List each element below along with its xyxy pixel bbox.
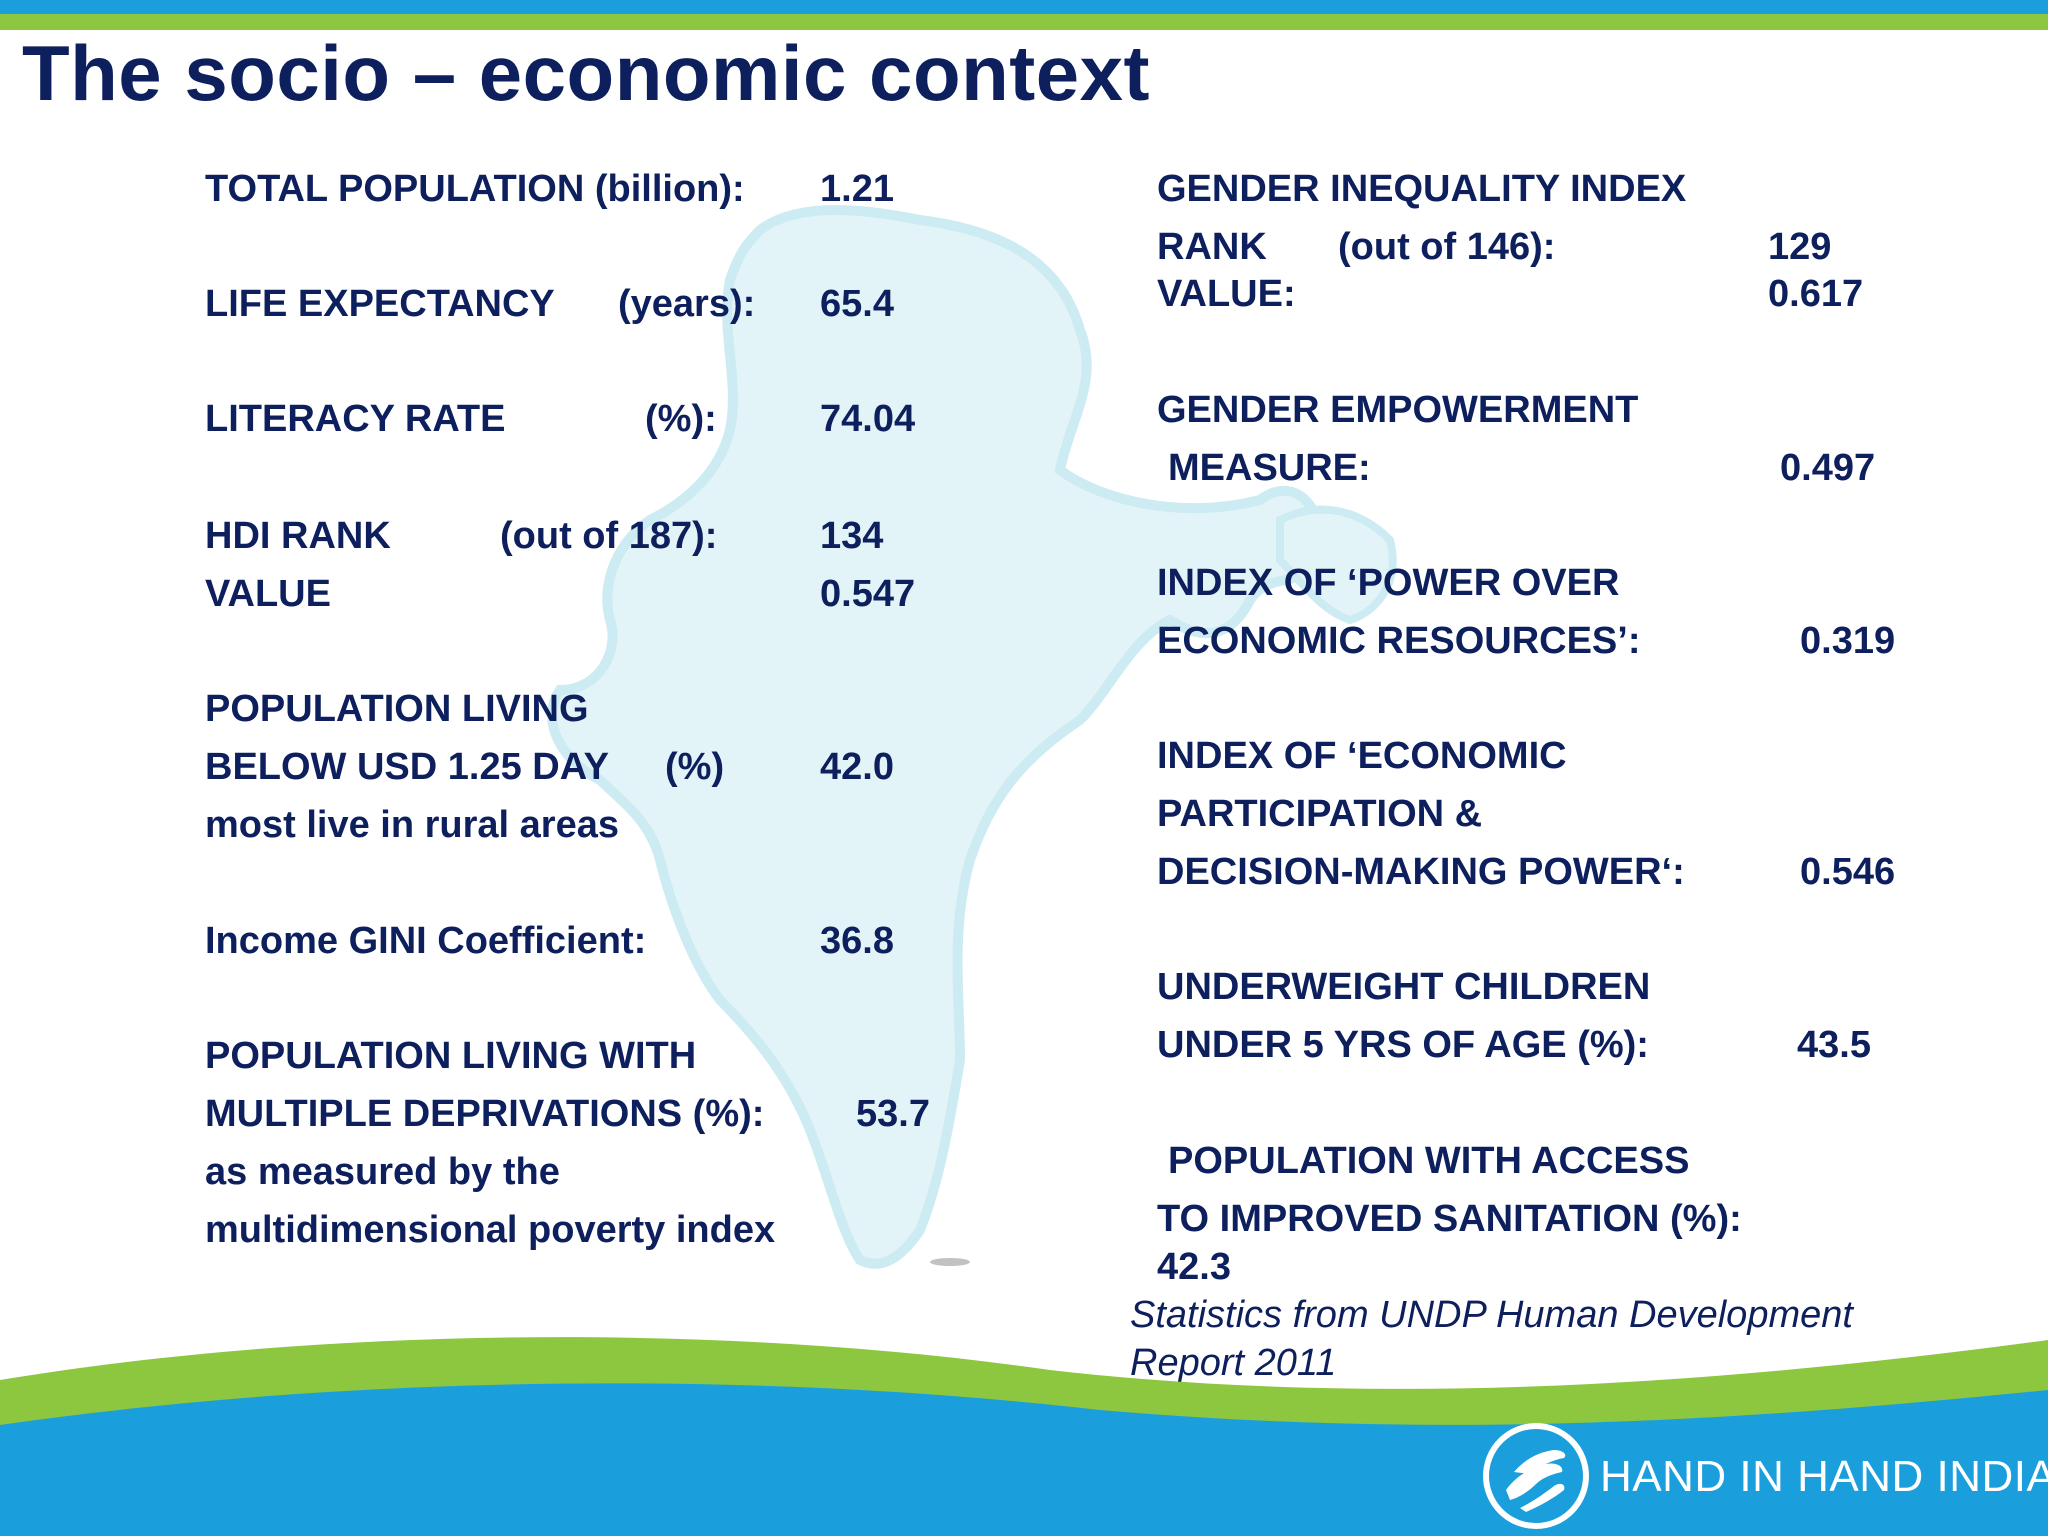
total-population-label: TOTAL POPULATION (billion): bbox=[205, 168, 745, 210]
econ-value: 0.546 bbox=[1800, 851, 1896, 893]
econ-label-line3: DECISION-MAKING POWER‘: bbox=[1157, 851, 1685, 893]
top-color-bar bbox=[0, 0, 2048, 32]
life-expectancy-label: LIFE EXPECTANCY bbox=[205, 283, 555, 325]
power-label-line2: ECONOMIC RESOURCES’: bbox=[1157, 620, 1641, 662]
hdi-rank-label: HDI RANK bbox=[205, 515, 391, 557]
life-expectancy-unit: (years): bbox=[618, 283, 756, 325]
total-population-value: 1.21 bbox=[820, 168, 894, 210]
gini-value: 36.8 bbox=[820, 920, 894, 962]
poverty-value: 42.0 bbox=[820, 746, 894, 788]
poverty-unit: (%) bbox=[665, 746, 725, 788]
gem-label-line2: MEASURE: bbox=[1168, 447, 1371, 489]
econ-label-line2: PARTICIPATION & bbox=[1157, 793, 1483, 835]
poverty-label-line3: most live in rural areas bbox=[205, 804, 619, 846]
gem-label-line1: GENDER EMPOWERMENT bbox=[1157, 389, 1639, 431]
gii-value-label: VALUE: bbox=[1157, 273, 1296, 315]
literacy-rate-value: 74.04 bbox=[820, 398, 916, 440]
gem-value: 0.497 bbox=[1780, 447, 1876, 489]
gii-title: GENDER INEQUALITY INDEX bbox=[1157, 168, 1687, 210]
multi-deprivation-line1: POPULATION LIVING WITH bbox=[205, 1035, 697, 1077]
multi-deprivation-line2: MULTIPLE DEPRIVATIONS (%): bbox=[205, 1093, 765, 1135]
poverty-label-line1: POPULATION LIVING bbox=[205, 688, 589, 730]
underweight-value: 43.5 bbox=[1797, 1024, 1871, 1066]
hand-in-hand-logo-icon bbox=[1483, 1423, 1589, 1529]
hdi-value-label: VALUE bbox=[205, 573, 331, 615]
hdi-rank-unit: (out of 187): bbox=[500, 515, 718, 557]
econ-label-line1: INDEX OF ‘ECONOMIC bbox=[1157, 735, 1567, 777]
gini-label: Income GINI Coefficient: bbox=[205, 920, 647, 962]
gii-rank-unit: (out of 146): bbox=[1338, 226, 1556, 268]
hdi-rank-value: 134 bbox=[820, 515, 884, 557]
power-value: 0.319 bbox=[1800, 620, 1896, 662]
underweight-label-line1: UNDERWEIGHT CHILDREN bbox=[1157, 966, 1651, 1008]
source-note-line2: Report 2011 bbox=[1130, 1342, 1337, 1384]
underweight-label-line2: UNDER 5 YRS OF AGE (%): bbox=[1157, 1024, 1649, 1066]
life-expectancy-value: 65.4 bbox=[820, 283, 894, 325]
page-title: The socio – economic context bbox=[22, 29, 1150, 117]
gii-rank-value: 129 bbox=[1768, 226, 1832, 268]
logo-text: HAND IN HAND INDIA bbox=[1600, 1452, 2048, 1501]
gii-value: 0.617 bbox=[1768, 273, 1864, 315]
gii-rank-label: RANK bbox=[1157, 226, 1267, 268]
poverty-label-line2: BELOW USD 1.25 DAY bbox=[205, 746, 610, 788]
literacy-rate-unit: (%): bbox=[645, 398, 717, 440]
sanitation-value: 42.3 bbox=[1157, 1246, 1231, 1288]
power-label-line1: INDEX OF ‘POWER OVER bbox=[1157, 562, 1620, 604]
footer-wave bbox=[0, 1337, 2048, 1536]
multi-deprivation-line4: multidimensional poverty index bbox=[205, 1209, 776, 1251]
multi-deprivation-value: 53.7 bbox=[856, 1093, 930, 1135]
multi-deprivation-line3: as measured by the bbox=[205, 1151, 560, 1193]
sanitation-label-line1: POPULATION WITH ACCESS bbox=[1168, 1140, 1690, 1182]
source-note-line1: Statistics from UNDP Human Development bbox=[1130, 1294, 1853, 1336]
literacy-rate-label: LITERACY RATE bbox=[205, 398, 506, 440]
sanitation-label-line2: TO IMPROVED SANITATION (%): bbox=[1157, 1198, 1742, 1240]
hdi-value: 0.547 bbox=[820, 573, 916, 615]
